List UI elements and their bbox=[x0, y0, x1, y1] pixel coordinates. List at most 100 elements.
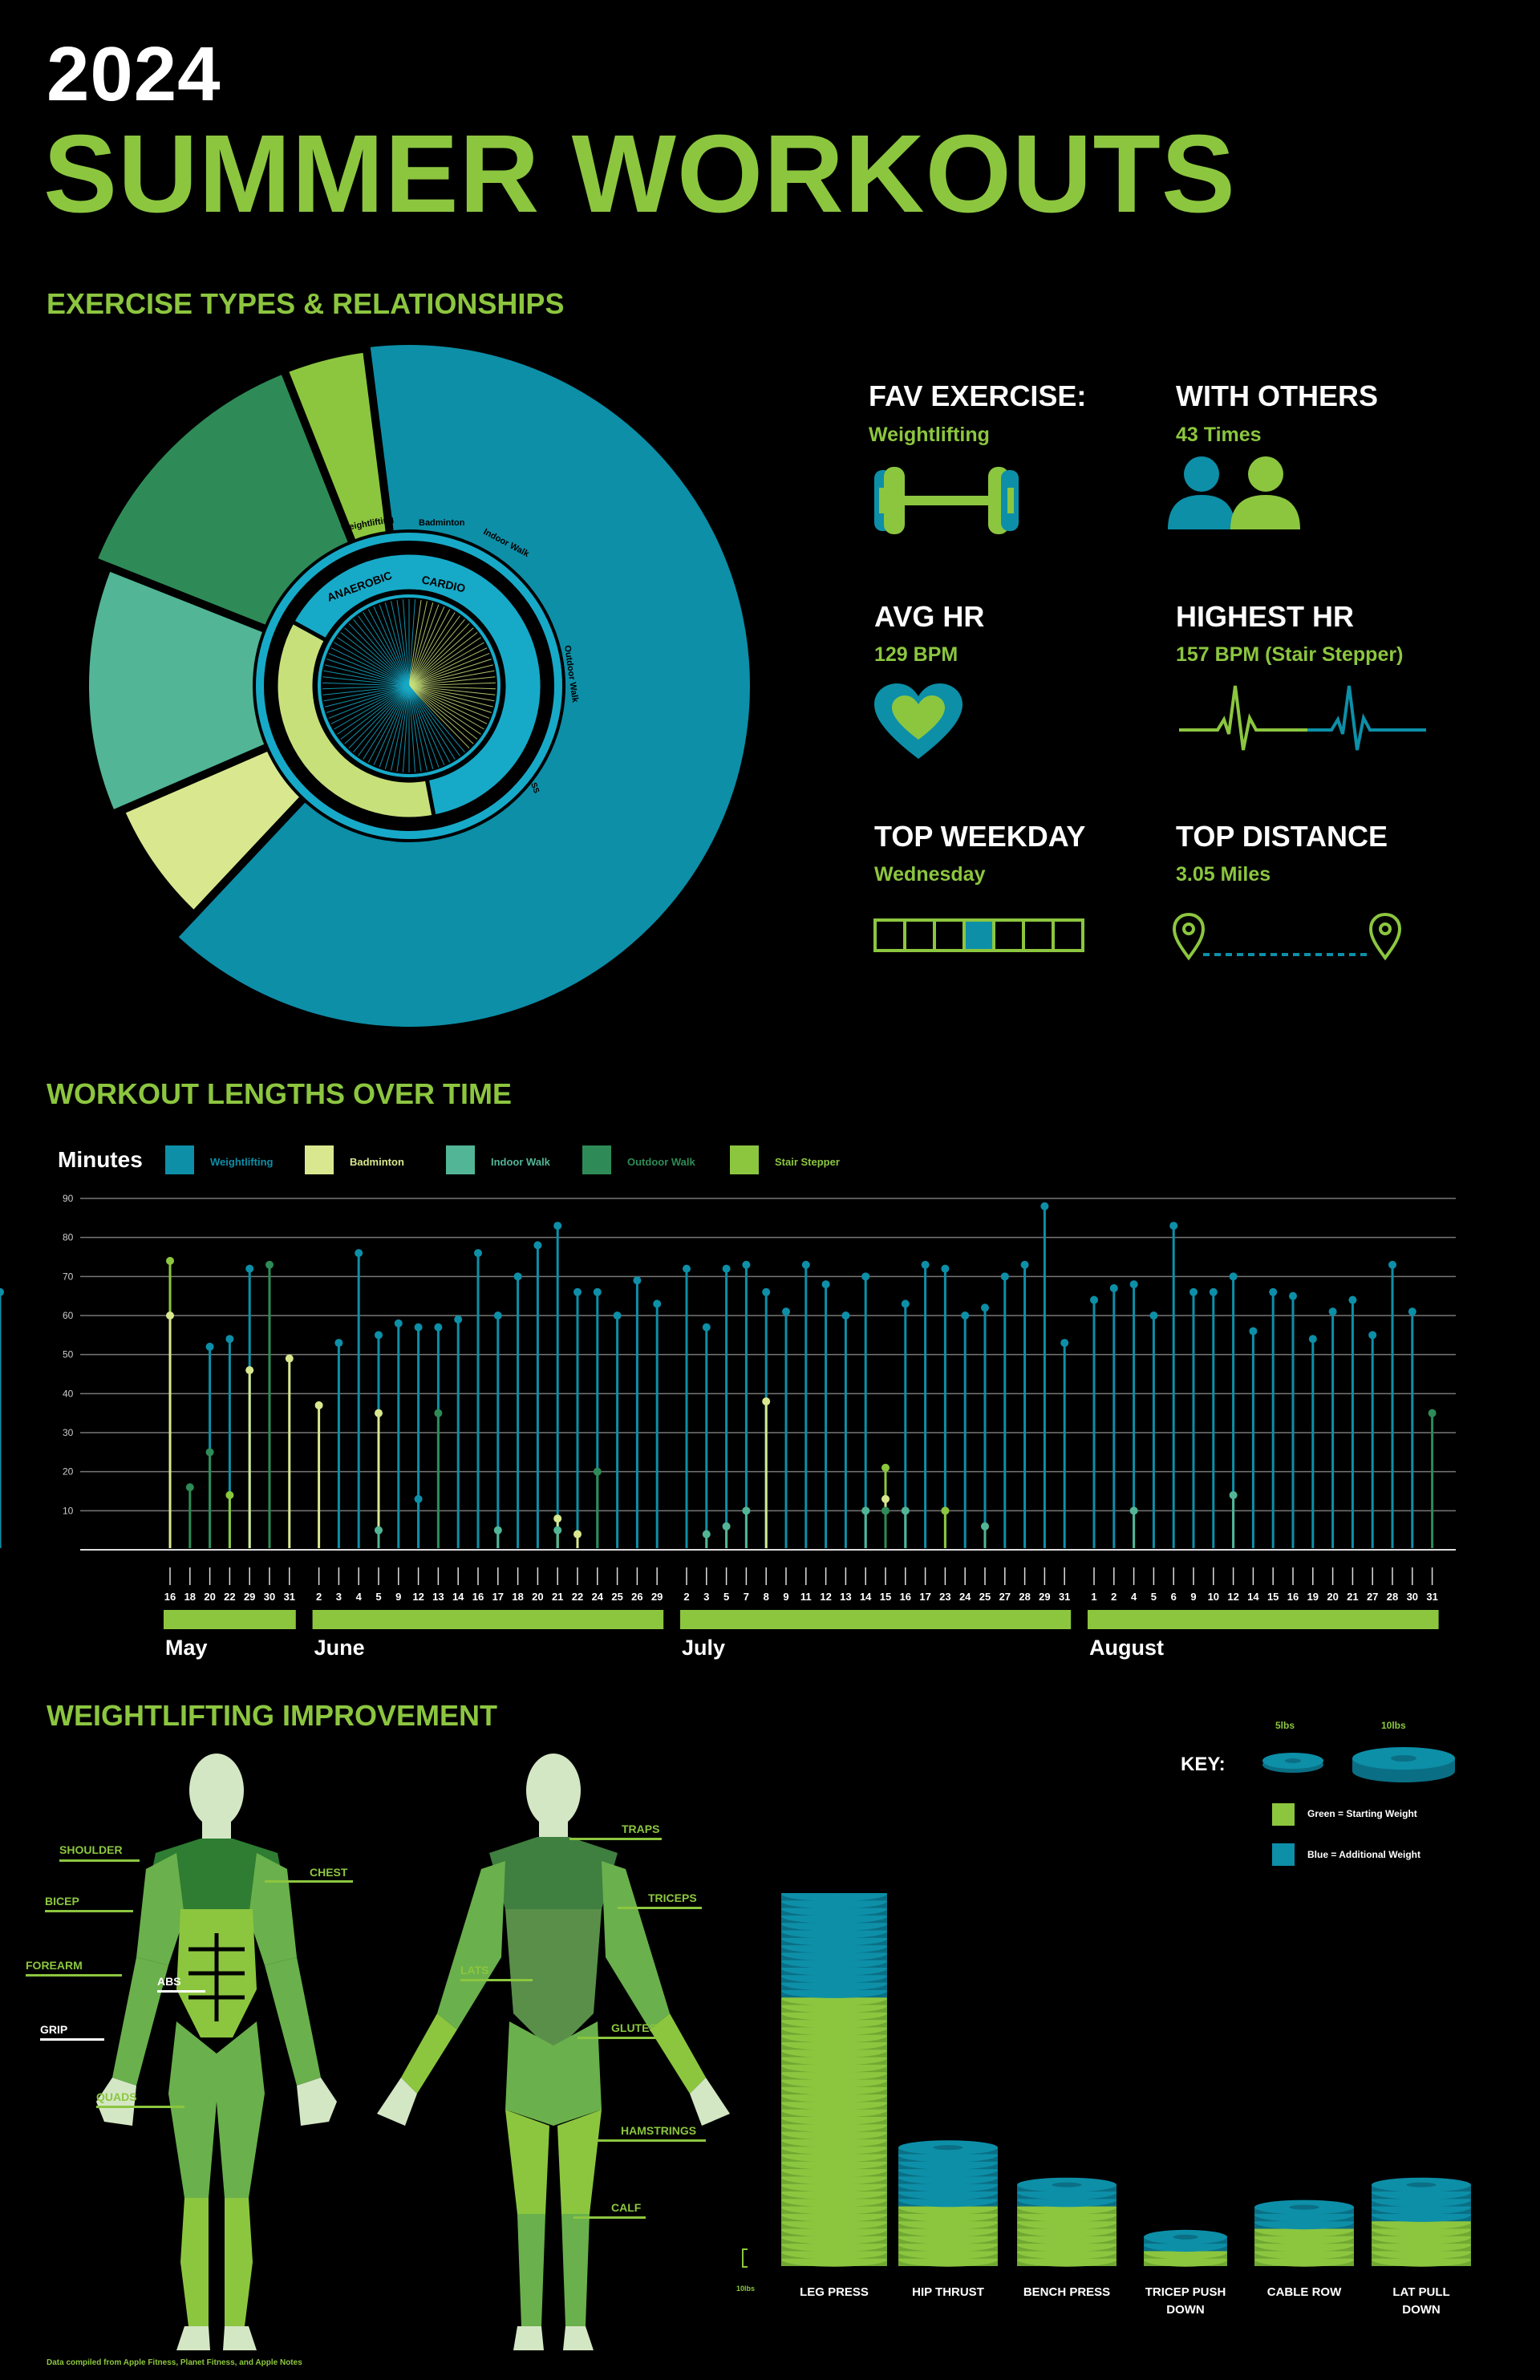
y-tick-label: 90 bbox=[63, 1193, 74, 1204]
weekday-box bbox=[962, 918, 995, 952]
key-blue-swatch bbox=[1272, 1843, 1295, 1866]
month-label-may: May bbox=[165, 1636, 208, 1660]
x-tick-label: 10 bbox=[1208, 1591, 1219, 1603]
y-axis-label: Minutes bbox=[58, 1147, 143, 1172]
pie-ray bbox=[408, 637, 481, 687]
x-tick-label: 28 bbox=[1019, 1591, 1030, 1603]
lollipop-point bbox=[881, 1463, 890, 1472]
x-tick-label: 12 bbox=[1227, 1591, 1238, 1603]
pie-ray bbox=[408, 685, 460, 756]
lollipop-point bbox=[633, 1276, 642, 1285]
lollipop-point bbox=[225, 1490, 234, 1499]
y-tick-label: 60 bbox=[63, 1310, 74, 1321]
lollipop-point bbox=[434, 1409, 443, 1417]
pie-ray bbox=[373, 606, 410, 687]
x-tick-label: 8 bbox=[764, 1591, 769, 1603]
label-calf: CALF bbox=[611, 2201, 642, 2214]
pie-ray bbox=[408, 627, 474, 687]
pie-ray bbox=[353, 685, 410, 753]
pie-ray bbox=[340, 685, 410, 740]
avg-hr-label: AVG HR bbox=[874, 600, 985, 633]
pie-ray bbox=[408, 685, 474, 744]
pie-ray bbox=[408, 682, 496, 687]
pie-ray bbox=[408, 599, 422, 687]
pie-ray bbox=[358, 685, 410, 756]
lollipop-point bbox=[801, 1260, 810, 1269]
pie-ray bbox=[363, 685, 410, 760]
lollipop-point bbox=[334, 1339, 343, 1348]
lollipop-point bbox=[821, 1280, 830, 1289]
leader-triceps bbox=[618, 1907, 702, 1909]
pie-ray bbox=[373, 685, 410, 765]
month-label-august: August bbox=[1089, 1636, 1164, 1660]
pie-ray bbox=[322, 676, 410, 687]
lollipop-point bbox=[1229, 1490, 1238, 1499]
x-tick-label: 31 bbox=[284, 1591, 295, 1603]
lollipop-point bbox=[881, 1494, 890, 1503]
label-shoulder: SHOULDER bbox=[59, 1843, 123, 1856]
lollipop-point bbox=[683, 1264, 691, 1273]
lollipop-point bbox=[1189, 1287, 1198, 1296]
lollipop-point bbox=[1109, 1283, 1118, 1292]
x-tick-label: 12 bbox=[412, 1591, 424, 1603]
pie-ray bbox=[408, 670, 495, 687]
pie-ray bbox=[408, 618, 465, 687]
stack-label: LEG PRESS bbox=[800, 2285, 869, 2299]
weekday-box bbox=[1052, 918, 1084, 952]
lollipop-point bbox=[921, 1260, 930, 1269]
weekday-box bbox=[873, 918, 906, 952]
x-tick-label: 3 bbox=[336, 1591, 342, 1603]
pie-ray bbox=[408, 602, 434, 687]
x-tick-label: 27 bbox=[999, 1591, 1011, 1603]
pie-label-badminton: Badminton bbox=[419, 518, 465, 528]
pie-ray bbox=[408, 685, 488, 724]
leader-forearm bbox=[26, 1974, 122, 1977]
lollipop-point bbox=[414, 1494, 423, 1503]
pie-ray bbox=[348, 622, 410, 687]
blue-plate-top bbox=[781, 1893, 887, 1901]
pie-ray bbox=[408, 685, 493, 708]
pie-ray bbox=[402, 599, 410, 687]
pie-ray bbox=[367, 685, 410, 763]
year-heading: 2024 bbox=[47, 31, 221, 117]
legend-outdoor-walk: Outdoor Walk bbox=[627, 1156, 695, 1168]
lollipop-point bbox=[205, 1342, 214, 1351]
leader-hamstrings bbox=[573, 2139, 706, 2142]
month-bar-june bbox=[312, 1610, 664, 1629]
pie-ray bbox=[408, 685, 428, 771]
pie-ray bbox=[408, 685, 470, 749]
x-tick-label: 7 bbox=[744, 1591, 749, 1603]
leader-shoulder bbox=[59, 1859, 140, 1862]
lollipop-point bbox=[702, 1323, 711, 1332]
leader-quads bbox=[96, 2106, 184, 2108]
pie-ray bbox=[379, 685, 410, 768]
people-icon bbox=[1168, 456, 1300, 529]
x-tick-label: 13 bbox=[840, 1591, 851, 1603]
pie-ray bbox=[326, 685, 410, 713]
pie-ray bbox=[337, 685, 410, 735]
lollipop-point bbox=[573, 1287, 582, 1296]
x-tick-label: 22 bbox=[224, 1591, 235, 1603]
legend-swatch-stair-stepper bbox=[730, 1145, 759, 1174]
y-tick-label: 20 bbox=[63, 1466, 74, 1478]
pie-ray bbox=[326, 659, 410, 687]
lollipop-point bbox=[1269, 1287, 1278, 1296]
pie-ray bbox=[391, 685, 410, 771]
highest-hr-label: HIGHEST HR bbox=[1176, 600, 1355, 633]
stack-label: CABLE ROW bbox=[1267, 2285, 1342, 2299]
label-bicep: BICEP bbox=[45, 1895, 79, 1908]
pie-ray bbox=[367, 609, 410, 687]
weekday-box bbox=[1022, 918, 1055, 952]
x-tick-label: 19 bbox=[1307, 1591, 1319, 1603]
lollipop-point bbox=[1249, 1327, 1258, 1336]
pie-ray bbox=[408, 615, 460, 687]
leader-traps bbox=[569, 1838, 662, 1840]
lollipop-point bbox=[375, 1331, 383, 1340]
lollipop-point bbox=[454, 1315, 463, 1324]
stack-label: DOWN bbox=[1166, 2303, 1205, 2317]
x-tick-label: 4 bbox=[356, 1591, 363, 1603]
weekday-box bbox=[903, 918, 936, 952]
x-tick-label: 5 bbox=[723, 1591, 729, 1603]
